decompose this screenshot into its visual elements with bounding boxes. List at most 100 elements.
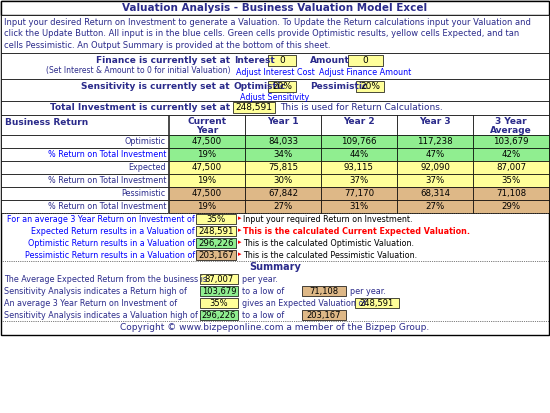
Bar xyxy=(473,174,549,187)
Text: 42%: 42% xyxy=(502,150,521,159)
Text: Sensitivity is currently set at: Sensitivity is currently set at xyxy=(81,82,230,91)
Text: 30%: 30% xyxy=(273,176,293,185)
Bar xyxy=(169,174,245,187)
Text: 27%: 27% xyxy=(425,202,444,211)
Text: Finance is currently set at: Finance is currently set at xyxy=(96,56,230,65)
Bar xyxy=(169,200,245,213)
Text: 34%: 34% xyxy=(273,150,293,159)
Bar xyxy=(268,55,296,66)
Text: 248,591: 248,591 xyxy=(235,103,272,112)
Bar xyxy=(321,187,397,200)
Text: 35%: 35% xyxy=(502,176,521,185)
Bar xyxy=(196,214,236,224)
Bar xyxy=(169,187,245,200)
Text: Average: Average xyxy=(490,126,532,135)
Bar xyxy=(245,187,321,200)
Bar xyxy=(1,79,549,101)
Text: 35%: 35% xyxy=(210,299,228,308)
Text: cells Pessimistic. An Output Summary is provided at the bottom of this sheet.: cells Pessimistic. An Output Summary is … xyxy=(4,41,331,50)
Text: Optimistic Return results in a Valuation of: Optimistic Return results in a Valuation… xyxy=(28,239,195,248)
Bar xyxy=(473,148,549,161)
Text: Current: Current xyxy=(188,117,227,126)
Bar xyxy=(1,187,168,200)
Bar xyxy=(200,298,238,308)
Bar xyxy=(397,174,473,187)
Text: Year: Year xyxy=(196,126,218,135)
Text: This is used for Return Calculations.: This is used for Return Calculations. xyxy=(280,103,443,112)
Text: 27%: 27% xyxy=(273,202,293,211)
Text: 248,591: 248,591 xyxy=(198,227,234,236)
Text: Year 3: Year 3 xyxy=(419,116,451,126)
Bar xyxy=(321,174,397,187)
Text: 47%: 47% xyxy=(425,150,444,159)
Bar xyxy=(268,81,296,92)
Text: 103,679: 103,679 xyxy=(202,287,236,296)
Bar xyxy=(321,115,397,135)
Text: % Return on Total Investment: % Return on Total Investment xyxy=(48,150,166,159)
Text: 87,007: 87,007 xyxy=(496,163,526,172)
Bar xyxy=(473,115,549,135)
Bar xyxy=(397,200,473,213)
Text: 93,115: 93,115 xyxy=(344,163,374,172)
Text: This is the calculated Optimistic Valuation.: This is the calculated Optimistic Valuat… xyxy=(243,239,414,248)
Text: ▸: ▸ xyxy=(238,251,241,257)
Bar xyxy=(245,115,321,135)
Text: Valuation Analysis - Business Valuation Model Excel: Valuation Analysis - Business Valuation … xyxy=(123,3,427,13)
Bar xyxy=(302,310,346,320)
Text: Interest: Interest xyxy=(234,56,275,65)
Bar xyxy=(1,135,168,148)
Bar xyxy=(1,115,168,135)
Text: 29%: 29% xyxy=(502,202,520,211)
Text: Optimistic: Optimistic xyxy=(125,137,166,146)
Text: Input your required Return on Investment.: Input your required Return on Investment… xyxy=(243,215,412,224)
Bar xyxy=(1,1,549,15)
Text: 37%: 37% xyxy=(425,176,444,185)
Text: 20%: 20% xyxy=(272,82,292,91)
Text: 35%: 35% xyxy=(206,215,226,224)
Text: 296,226: 296,226 xyxy=(202,311,236,320)
Bar xyxy=(196,250,236,260)
Bar xyxy=(355,298,399,308)
Text: Optimistic: Optimistic xyxy=(234,82,287,91)
Text: click the Update Button. All input is in the blue cells. Green cells provide Opt: click the Update Button. All input is in… xyxy=(4,29,519,38)
Text: 20%: 20% xyxy=(360,82,380,91)
Text: (Set Interest & Amount to 0 for initial Valuation): (Set Interest & Amount to 0 for initial … xyxy=(46,66,230,75)
Bar xyxy=(245,135,321,148)
Bar xyxy=(473,200,549,213)
Text: Adjust Finance Amount: Adjust Finance Amount xyxy=(319,68,411,77)
Text: Year 1: Year 1 xyxy=(267,116,299,126)
Text: 37%: 37% xyxy=(349,176,368,185)
Text: Adjust Sensitivity: Adjust Sensitivity xyxy=(240,93,310,102)
Text: to a low of: to a low of xyxy=(242,287,284,296)
Text: Amount: Amount xyxy=(310,56,350,65)
Text: 109,766: 109,766 xyxy=(341,137,377,146)
Text: % Return on Total Investment: % Return on Total Investment xyxy=(48,176,166,185)
Text: 31%: 31% xyxy=(349,202,368,211)
Text: Expected: Expected xyxy=(128,163,166,172)
Text: 203,167: 203,167 xyxy=(198,251,234,260)
Bar xyxy=(1,1,549,335)
Text: per year.: per year. xyxy=(350,287,386,296)
Text: 67,842: 67,842 xyxy=(268,189,298,198)
Text: 3 Year: 3 Year xyxy=(495,117,527,126)
Bar xyxy=(245,174,321,187)
Text: Total Investment is currently set at: Total Investment is currently set at xyxy=(50,103,230,112)
Text: 19%: 19% xyxy=(197,150,217,159)
Text: 0: 0 xyxy=(362,56,368,65)
Bar xyxy=(1,161,168,174)
Text: 19%: 19% xyxy=(197,176,217,185)
Text: 0: 0 xyxy=(279,56,285,65)
Bar xyxy=(196,238,236,248)
Bar xyxy=(348,55,383,66)
Bar xyxy=(1,15,549,53)
Bar xyxy=(473,161,549,174)
Bar xyxy=(473,187,549,200)
Text: 77,170: 77,170 xyxy=(344,189,374,198)
Bar xyxy=(473,135,549,148)
Text: 296,226: 296,226 xyxy=(198,239,234,248)
Text: % Return on Total Investment: % Return on Total Investment xyxy=(48,202,166,211)
Bar xyxy=(1,101,549,115)
Bar xyxy=(200,274,238,284)
Text: Pessimistic: Pessimistic xyxy=(122,189,166,198)
Bar xyxy=(356,81,384,92)
